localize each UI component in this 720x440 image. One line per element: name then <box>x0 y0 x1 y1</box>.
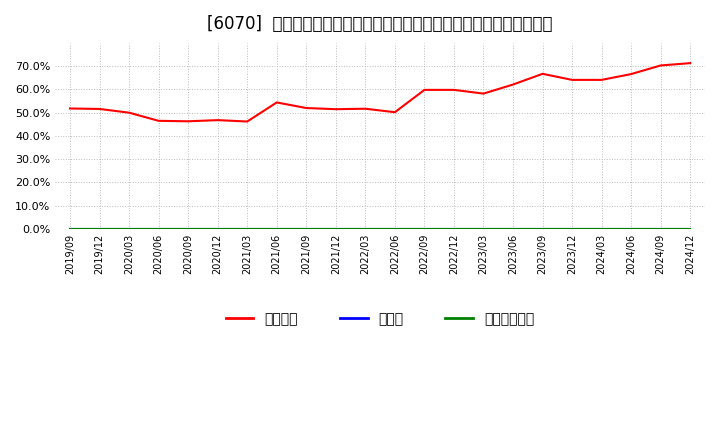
自己資本 <box>154 118 163 124</box>
繰延税金資産 <box>125 226 133 231</box>
繰延税金資産 <box>390 226 399 231</box>
自己資本 <box>95 106 104 112</box>
繰延税金資産 <box>184 226 192 231</box>
のれん <box>598 226 606 231</box>
のれん <box>390 226 399 231</box>
のれん <box>331 226 340 231</box>
のれん <box>686 226 695 231</box>
自己資本 <box>539 71 547 77</box>
自己資本 <box>480 91 488 96</box>
自己資本 <box>509 82 518 87</box>
Legend: 自己資本, のれん, 繰延税金資産: 自己資本, のれん, 繰延税金資産 <box>220 307 540 332</box>
繰延税金資産 <box>480 226 488 231</box>
自己資本 <box>302 106 310 111</box>
のれん <box>361 226 369 231</box>
自己資本 <box>125 110 133 115</box>
のれん <box>66 226 74 231</box>
繰延税金資産 <box>509 226 518 231</box>
のれん <box>302 226 310 231</box>
自己資本 <box>686 60 695 66</box>
繰延税金資産 <box>243 226 251 231</box>
のれん <box>213 226 222 231</box>
のれん <box>243 226 251 231</box>
のれん <box>539 226 547 231</box>
自己資本 <box>627 71 636 77</box>
のれん <box>627 226 636 231</box>
繰延税金資産 <box>154 226 163 231</box>
のれん <box>657 226 665 231</box>
のれん <box>272 226 281 231</box>
繰延税金資産 <box>272 226 281 231</box>
自己資本 <box>243 119 251 124</box>
のれん <box>125 226 133 231</box>
繰延税金資産 <box>331 226 340 231</box>
繰延税金資産 <box>657 226 665 231</box>
のれん <box>568 226 577 231</box>
Title: [6070]  自己資本、のれん、繰延税金資産の総資産に対する比率の推移: [6070] 自己資本、のれん、繰延税金資産の総資産に対する比率の推移 <box>207 15 553 33</box>
繰延税金資産 <box>539 226 547 231</box>
繰延税金資産 <box>686 226 695 231</box>
自己資本 <box>184 119 192 124</box>
自己資本 <box>361 106 369 111</box>
のれん <box>420 226 428 231</box>
のれん <box>449 226 458 231</box>
自己資本 <box>213 117 222 123</box>
繰延税金資産 <box>361 226 369 231</box>
自己資本 <box>449 87 458 92</box>
繰延税金資産 <box>627 226 636 231</box>
繰延税金資産 <box>95 226 104 231</box>
のれん <box>480 226 488 231</box>
繰延税金資産 <box>568 226 577 231</box>
自己資本 <box>598 77 606 83</box>
繰延税金資産 <box>302 226 310 231</box>
自己資本 <box>657 63 665 68</box>
繰延税金資産 <box>420 226 428 231</box>
自己資本 <box>272 100 281 105</box>
繰延税金資産 <box>66 226 74 231</box>
Line: 自己資本: 自己資本 <box>70 63 690 121</box>
繰延税金資産 <box>449 226 458 231</box>
繰延税金資産 <box>598 226 606 231</box>
のれん <box>154 226 163 231</box>
自己資本 <box>390 110 399 115</box>
繰延税金資産 <box>213 226 222 231</box>
のれん <box>184 226 192 231</box>
自己資本 <box>66 106 74 111</box>
のれん <box>95 226 104 231</box>
自己資本 <box>568 77 577 83</box>
のれん <box>509 226 518 231</box>
自己資本 <box>420 87 428 92</box>
自己資本 <box>331 106 340 112</box>
